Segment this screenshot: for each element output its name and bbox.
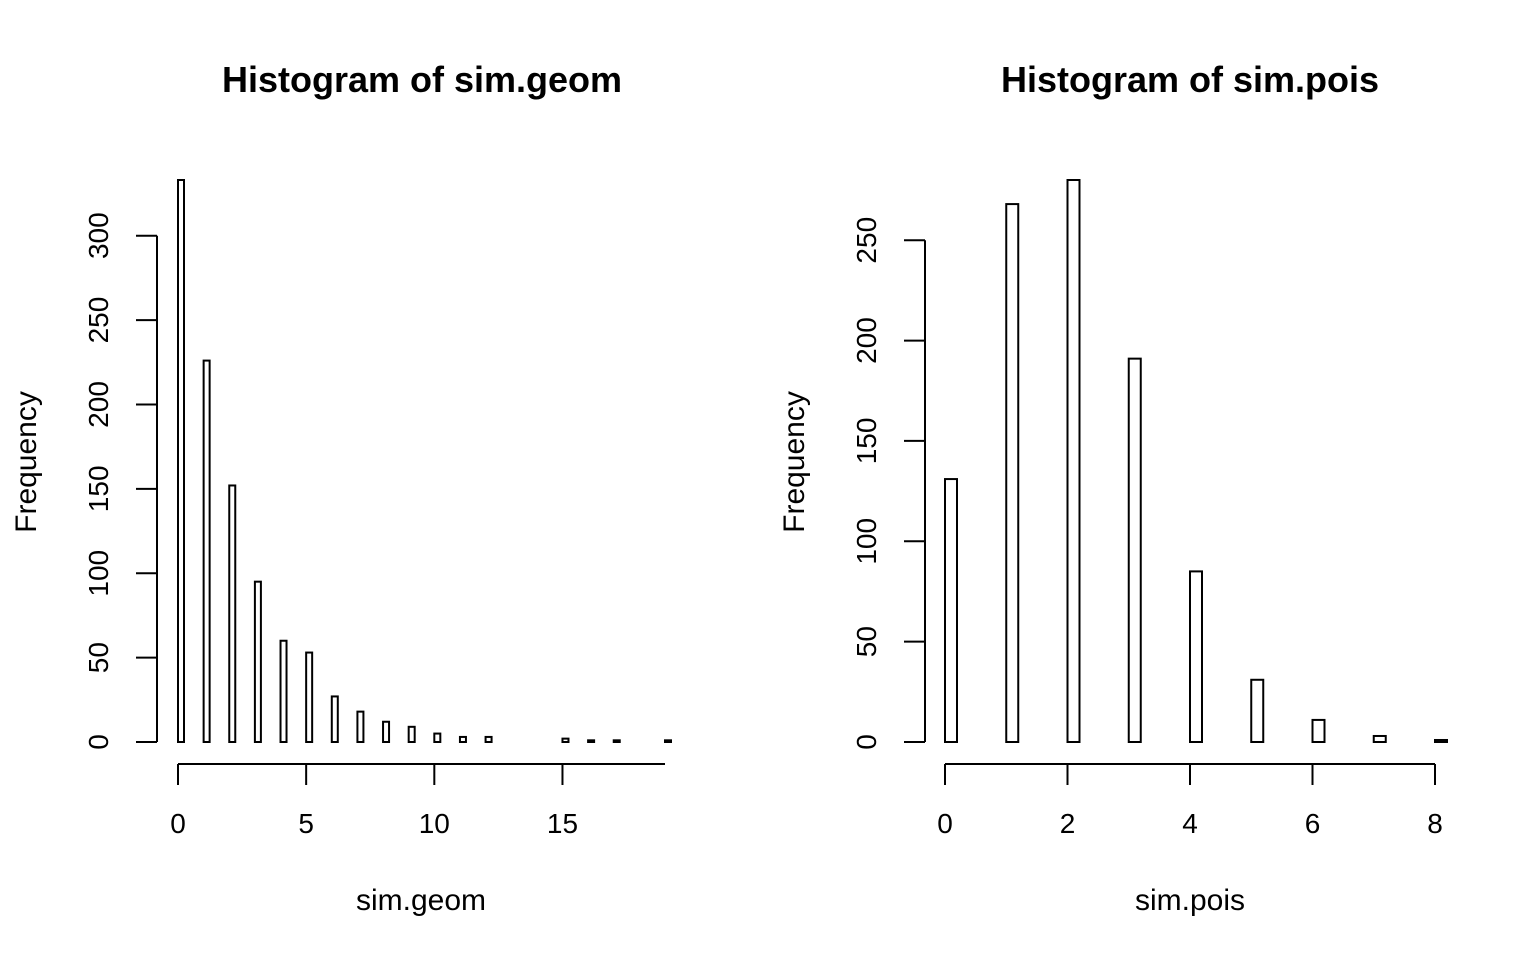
bar [612,739,621,744]
bar [356,710,365,744]
histogram-sim-pois-panel: Histogram of sim.pois sim.pois Frequency… [778,59,1448,917]
bar [253,580,262,744]
y-tick-label: 50 [83,642,114,673]
x-tick-label: 0 [937,808,953,839]
x-tick-label: 2 [1060,808,1076,839]
bar [458,735,467,744]
y-tick-label: 100 [851,518,882,565]
bar [587,739,596,744]
bar [664,739,672,744]
bar [484,735,493,744]
y-axis: 0 50 100 150 200 250 300 [83,212,158,750]
x-axis: 0 2 4 6 8 [937,763,1443,839]
x-axis-label: sim.geom [356,884,486,917]
bar [433,732,442,744]
x-tick-label: 5 [298,808,314,839]
bar [177,179,185,743]
bar [1434,738,1448,744]
y-tick-label: 200 [83,381,114,428]
y-tick-label: 0 [851,734,882,750]
x-tick-label: 8 [1427,808,1443,839]
bars [944,179,1448,744]
bar [1127,357,1142,743]
y-tick-label: 200 [851,317,882,364]
histogram-sim-geom-panel: Histogram of sim.geom sim.geom Frequency… [10,59,672,917]
y-tick-label: 300 [83,212,114,259]
y-tick-label: 250 [851,217,882,264]
x-axis-label: sim.pois [1135,884,1245,917]
bar [330,695,339,743]
x-tick-label: 0 [170,808,186,839]
bar [202,359,211,743]
x-tick-label: 6 [1305,808,1321,839]
bar [407,725,416,743]
bar [382,720,391,743]
bar [1005,203,1020,744]
bar [1189,570,1203,744]
x-tick-label: 10 [419,808,450,839]
y-axis: 0 50 100 150 200 250 [851,217,926,750]
bar [279,639,288,743]
bar [228,484,237,743]
bar [944,478,958,743]
bar [1066,179,1081,743]
y-axis-label: Frequency [10,391,43,533]
y-tick-label: 150 [851,418,882,465]
chart-title: Histogram of sim.pois [1001,59,1379,100]
chart-title: Histogram of sim.geom [222,59,622,100]
y-tick-label: 100 [83,550,114,597]
x-tick-label: 15 [547,808,578,839]
y-axis-label: Frequency [778,391,811,533]
x-axis: 0 5 10 15 [170,763,665,839]
y-tick-label: 50 [851,626,882,657]
x-tick-label: 4 [1182,808,1198,839]
bar [1311,718,1326,744]
bars [177,179,672,744]
bar [1250,678,1265,743]
y-tick-label: 0 [83,734,114,750]
y-tick-label: 250 [83,297,114,344]
bar [561,737,570,744]
bar [305,651,314,743]
y-tick-label: 150 [83,465,114,512]
bar [1372,734,1387,744]
